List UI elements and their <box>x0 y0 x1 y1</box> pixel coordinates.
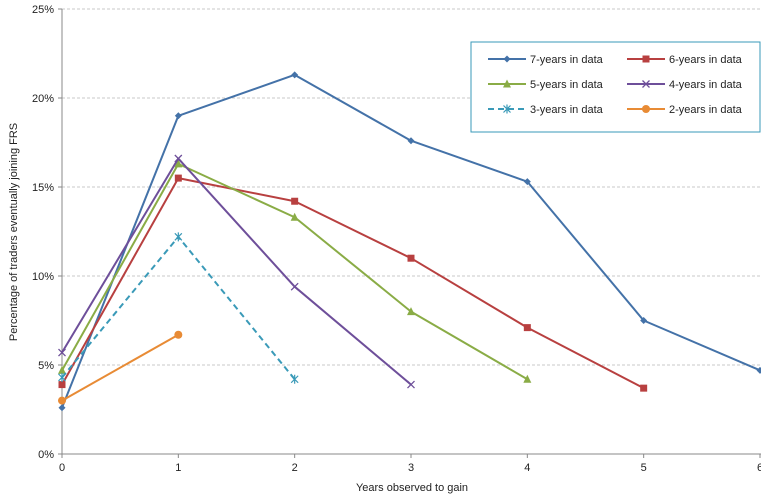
x-tick-label: 5 <box>641 462 647 474</box>
data-point-marker <box>642 105 650 113</box>
data-point-marker <box>407 307 415 316</box>
legend-item: 7-years in data <box>488 54 604 66</box>
data-point-marker <box>174 154 183 163</box>
data-point-marker <box>58 404 66 412</box>
x-tick-label: 2 <box>292 462 298 474</box>
series-2-years-in-data <box>58 330 183 405</box>
legend-label: 5-years in data <box>530 79 604 91</box>
data-point-marker <box>407 254 415 262</box>
data-point-marker <box>290 374 299 384</box>
series-7-years-in-data <box>58 71 761 412</box>
series-line <box>61 177 645 390</box>
data-point-marker <box>503 104 511 114</box>
series-line <box>61 333 179 402</box>
y-axis-label: Percentage of traders eventually joining… <box>8 123 20 341</box>
y-tick-label: 25% <box>32 4 54 16</box>
legend-label: 6-years in data <box>669 54 743 66</box>
data-point-marker <box>523 178 531 186</box>
data-point-marker <box>407 137 415 145</box>
series-3-years-in-data <box>58 232 299 384</box>
data-point-marker <box>523 374 532 383</box>
data-point-marker <box>58 372 66 382</box>
data-point-marker <box>58 348 66 357</box>
legend-label: 4-years in data <box>669 79 743 91</box>
y-tick-label: 10% <box>32 271 54 283</box>
data-point-marker <box>58 365 66 374</box>
x-tick-label: 0 <box>59 462 65 474</box>
x-tick-labels: 0 1 2 3 4 5 6 <box>59 462 761 474</box>
legend-item: 2-years in data <box>627 104 743 116</box>
legend-item: 6-years in data <box>627 54 743 66</box>
y-tick-label: 20% <box>32 93 54 105</box>
data-point-marker <box>58 381 66 389</box>
data-point-marker <box>640 317 648 324</box>
data-point-marker <box>174 159 183 168</box>
data-point-marker <box>503 79 511 88</box>
series-5-years-in-data <box>58 159 532 383</box>
data-point-marker <box>58 396 66 405</box>
x-tick-label: 1 <box>175 462 181 474</box>
data-point-marker <box>290 282 299 291</box>
data-point-marker <box>174 330 183 339</box>
x-tick-label: 6 <box>757 462 761 474</box>
data-point-marker <box>640 384 648 392</box>
legend-box <box>470 41 761 133</box>
legend: 7-years in data 6-years in data 5-years in… <box>470 41 761 133</box>
data-point-marker <box>291 197 299 205</box>
data-point-marker <box>642 80 650 88</box>
data-point-marker <box>407 380 415 389</box>
series-6-years-in-data <box>58 174 648 392</box>
x-tick-label: 3 <box>408 462 414 474</box>
legend-item: 5-years in data <box>488 79 604 91</box>
y-tick-labels: 0% 5% 10% 15% 20% 25% <box>32 4 54 461</box>
legend-label: 3-years in data <box>530 104 604 116</box>
y-tick-label: 5% <box>38 360 54 372</box>
data-point-marker <box>291 71 299 79</box>
legend-label: 7-years in data <box>530 54 604 66</box>
series-4-years-in-data <box>58 154 415 389</box>
data-point-marker <box>756 366 761 374</box>
data-point-marker <box>174 174 182 182</box>
data-point-marker <box>523 324 531 332</box>
legend-label: 2-years in data <box>669 104 743 116</box>
y-tick-label: 0% <box>38 449 54 461</box>
data-point-marker <box>174 112 182 120</box>
data-point-marker <box>174 232 183 242</box>
data-point-marker <box>290 212 299 221</box>
y-tick-label: 15% <box>32 182 54 194</box>
x-axis-label: Years observed to gain <box>356 482 468 494</box>
series-line <box>61 157 412 386</box>
series-line <box>61 162 528 381</box>
data-point-marker <box>642 55 650 63</box>
series-group <box>58 71 761 412</box>
data-point-marker <box>503 55 511 63</box>
x-tick-label: 4 <box>524 462 530 474</box>
legend-item: 4-years in data <box>627 79 743 91</box>
legend-item: 3-years in data <box>488 104 604 116</box>
